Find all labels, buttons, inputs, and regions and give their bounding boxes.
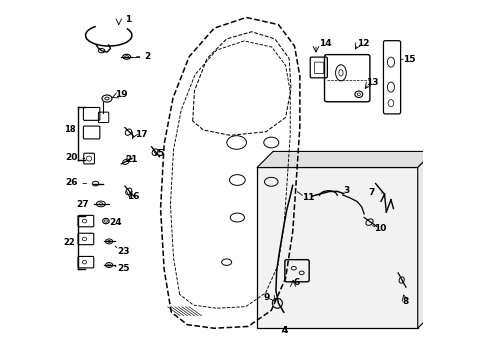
- Text: 7: 7: [368, 188, 374, 197]
- Text: 2: 2: [144, 52, 150, 61]
- Text: 19: 19: [115, 90, 127, 99]
- Text: 12: 12: [356, 39, 369, 48]
- Polygon shape: [417, 152, 433, 328]
- Text: 25: 25: [117, 264, 129, 273]
- Text: 1: 1: [125, 15, 131, 24]
- Text: 9: 9: [263, 293, 269, 302]
- Text: 15: 15: [402, 55, 414, 64]
- Text: 27: 27: [76, 200, 89, 209]
- Text: 20: 20: [65, 153, 77, 162]
- Text: 13: 13: [365, 78, 378, 87]
- Text: 17: 17: [134, 130, 147, 139]
- Text: 21: 21: [125, 155, 138, 164]
- Text: 26: 26: [65, 178, 77, 187]
- Text: 8: 8: [402, 297, 408, 306]
- Text: 16: 16: [127, 192, 140, 201]
- Text: 23: 23: [117, 247, 129, 256]
- Text: 6: 6: [293, 278, 299, 287]
- Polygon shape: [257, 152, 433, 167]
- Text: 18: 18: [64, 126, 76, 135]
- Text: 5: 5: [157, 149, 163, 158]
- Text: 3: 3: [343, 186, 349, 195]
- Text: 4: 4: [281, 325, 287, 334]
- Polygon shape: [257, 167, 417, 328]
- Text: 24: 24: [109, 218, 122, 227]
- Text: 22: 22: [63, 238, 75, 247]
- Text: 14: 14: [318, 39, 330, 48]
- Text: 11: 11: [301, 193, 314, 202]
- Text: 10: 10: [373, 224, 386, 233]
